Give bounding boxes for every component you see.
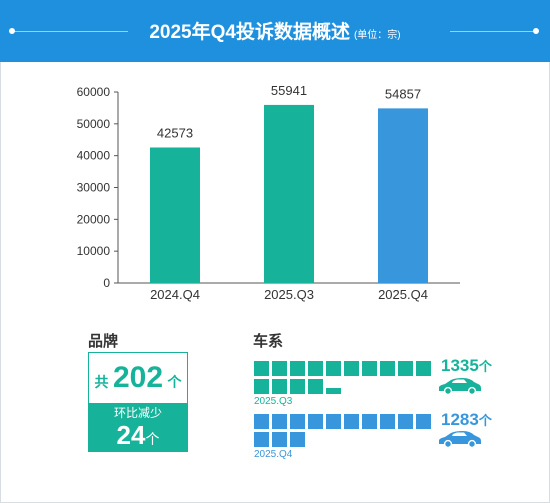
series-block — [272, 432, 287, 447]
x-tick-label: 2025.Q3 — [264, 287, 314, 302]
y-tick-label: 60000 — [77, 85, 111, 99]
page-title: 2025年Q4投诉数据概述 — [149, 22, 350, 43]
series-count-q3: 1335个 — [441, 356, 492, 376]
car-icon — [439, 431, 481, 448]
series-block-partial — [326, 388, 341, 394]
series-block — [362, 361, 377, 376]
series-block — [398, 361, 413, 376]
series-block — [290, 432, 305, 447]
series-block — [380, 414, 395, 429]
bar — [150, 147, 200, 283]
bar-chart: 0 10000 20000 30000 40000 50000 60000 42573 2024… — [77, 83, 460, 302]
series-block — [380, 361, 395, 376]
brand-total-prefix: 共 — [94, 374, 109, 390]
bar — [378, 108, 428, 283]
y-tick-label: 50000 — [77, 117, 111, 131]
series-block — [326, 361, 341, 376]
series-block — [416, 361, 431, 376]
bar-value-label: 55941 — [271, 83, 307, 98]
y-tick-label: 30000 — [77, 181, 111, 195]
header-dot-right — [533, 28, 539, 34]
brand-change: 环比减少 24个 — [89, 403, 187, 451]
series-block — [272, 379, 287, 394]
series-block — [344, 361, 359, 376]
brand-total-value: 202 — [112, 361, 164, 394]
header-title-wrap: 2025年Q4投诉数据概述 (单位：宗) — [0, 17, 550, 44]
series-count-q4-unit: 个 — [478, 413, 492, 428]
y-tick-label: 10000 — [77, 244, 111, 258]
brand-change-value: 24 — [116, 420, 146, 450]
y-tick-label: 20000 — [77, 212, 111, 226]
brand-section-title: 品牌 — [88, 333, 119, 350]
header-banner: 2025年Q4投诉数据概述 (单位：宗) — [0, 0, 550, 62]
series-count-q4-value: 1283 — [441, 410, 479, 429]
bar — [264, 104, 314, 284]
series-block — [308, 414, 323, 429]
series-block — [290, 414, 305, 429]
series-count-q3-unit: 个 — [478, 359, 492, 374]
series-block — [308, 361, 323, 376]
series-block — [254, 414, 269, 429]
header-rule-right — [450, 31, 536, 32]
series-block — [290, 361, 305, 376]
series-block — [416, 414, 431, 429]
header-rule-left — [12, 31, 128, 32]
series-block — [362, 414, 377, 429]
series-block — [308, 379, 323, 394]
x-tick-label: 2024.Q4 — [150, 287, 200, 302]
series-period-q4: 2025.Q4 — [254, 449, 293, 460]
series-block — [398, 414, 413, 429]
series-block — [290, 379, 305, 394]
series-count-q3-value: 1335 — [441, 356, 479, 375]
x-tick-label: 2025.Q4 — [378, 287, 428, 302]
brand-box: 共 202 个 环比减少 24个 — [88, 352, 188, 452]
series-block — [272, 414, 287, 429]
series-block — [326, 414, 341, 429]
y-tick-label: 0 — [103, 276, 110, 290]
brand-change-label: 环比减少 — [113, 406, 162, 420]
series-period-q3: 2025.Q3 — [254, 396, 293, 407]
series-block — [254, 379, 269, 394]
brand-change-unit: 个 — [145, 431, 160, 447]
series-block — [254, 361, 269, 376]
car-icon — [439, 378, 481, 395]
series-section-title: 车系 — [253, 333, 284, 350]
series-block — [272, 361, 287, 376]
brand-total-unit: 个 — [167, 374, 182, 390]
series-block — [254, 432, 269, 447]
bar-value-label: 42573 — [157, 125, 193, 140]
unit-label: (单位：宗) — [353, 30, 401, 41]
series-block — [344, 414, 359, 429]
header-dot-left — [9, 28, 15, 34]
series-count-q4: 1283个 — [441, 410, 492, 430]
y-tick-label: 40000 — [77, 149, 111, 163]
brand-total: 共 202 个 — [89, 353, 187, 403]
bar-value-label: 54857 — [385, 86, 421, 101]
